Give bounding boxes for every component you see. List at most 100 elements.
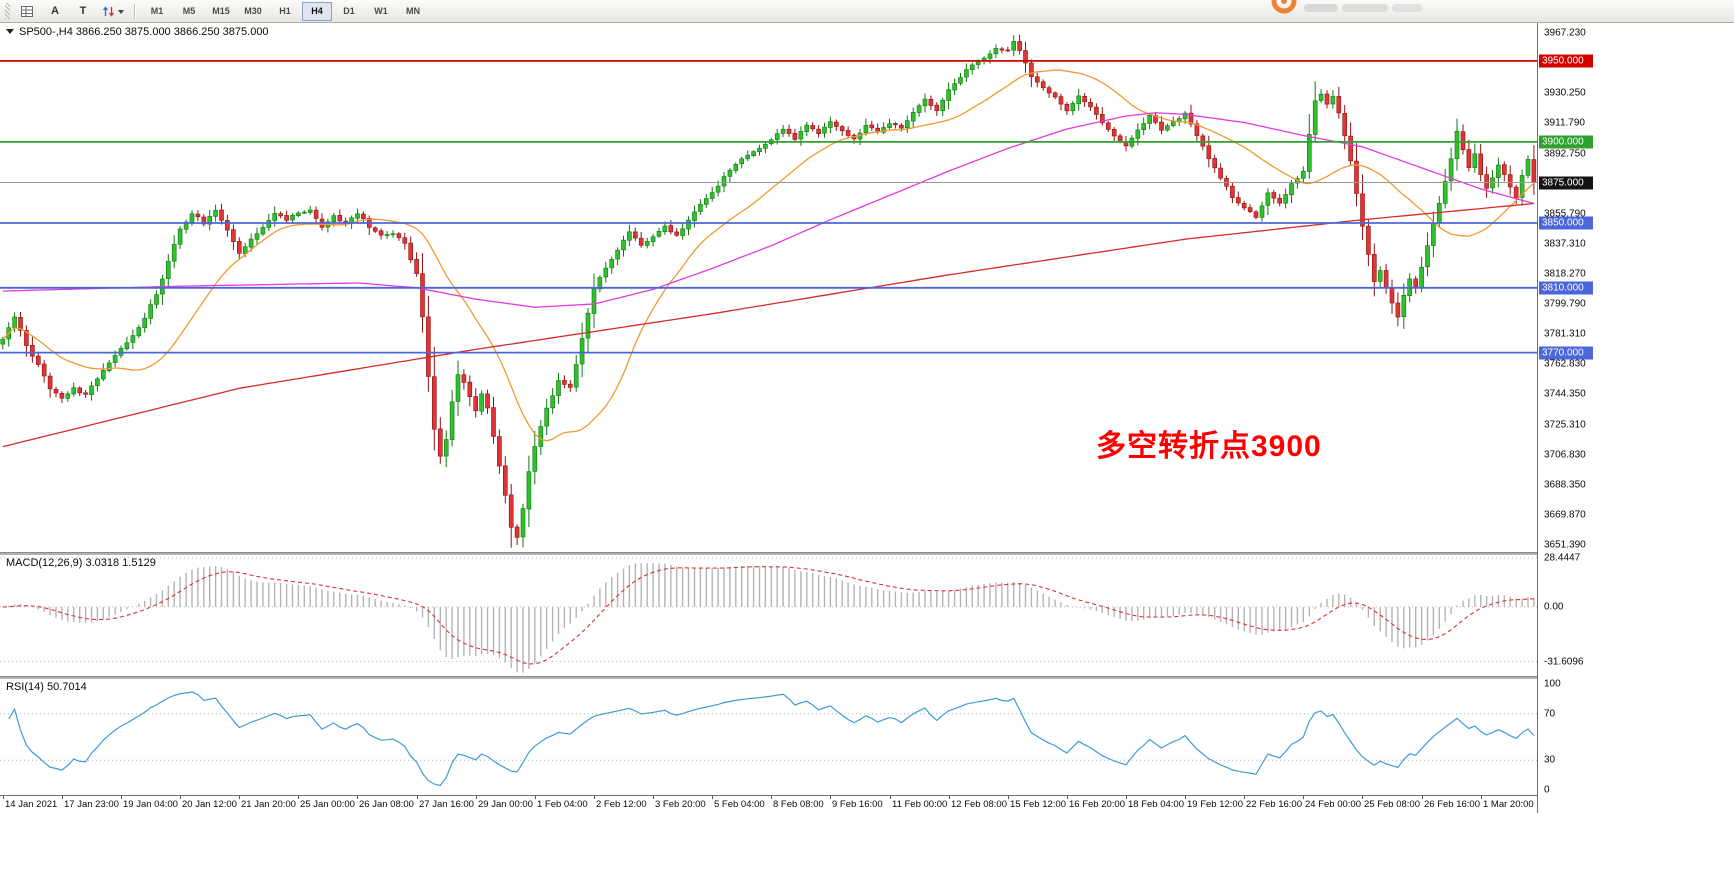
- chart-menu-triangle-icon[interactable]: [6, 29, 14, 38]
- price-tick: 3706.830: [1544, 449, 1586, 461]
- time-tick: [949, 796, 950, 799]
- chart-canvas[interactable]: [0, 22, 1537, 813]
- macd-label: MACD(12,26,9) 3.0318 1.5129: [6, 557, 156, 569]
- time-label: 1 Mar 20:00: [1483, 799, 1534, 810]
- price-badge-3850.000: 3850.000: [1539, 216, 1593, 230]
- price-scale[interactable]: 3967.230 3930.250 3911.790 3892.750 3855.790…: [1537, 22, 1597, 813]
- time-label: 8 Feb 08:00: [773, 799, 824, 810]
- price-badge-3950.000: 3950.000: [1539, 54, 1593, 68]
- chart-grid-icon-button[interactable]: [14, 1, 40, 21]
- time-tick: [1362, 796, 1363, 799]
- timeframe-button-m15[interactable]: M15: [212, 6, 230, 16]
- macd-axis-label: -31.6096: [1544, 656, 1584, 667]
- rsi-axis-label: 0: [1544, 784, 1550, 796]
- price-tick: 3837.310: [1544, 238, 1586, 249]
- price-tick: 3725.310: [1544, 419, 1586, 431]
- timeframe-button-m30[interactable]: M30: [244, 6, 262, 16]
- price-tick: 3669.870: [1544, 509, 1586, 521]
- time-label: 19 Feb 12:00: [1187, 799, 1243, 810]
- chart-annotation-text: 多空转折点3900: [1096, 430, 1322, 463]
- level-lines[interactable]: [0, 60, 1537, 354]
- time-label: 26 Feb 16:00: [1424, 799, 1480, 810]
- price-tick: 3762.830: [1544, 358, 1586, 370]
- time-label: 22 Feb 16:00: [1246, 799, 1302, 810]
- chart-area[interactable]: [0, 22, 1537, 813]
- time-label: 26 Jan 08:00: [359, 799, 414, 810]
- time-tick: [62, 796, 63, 799]
- time-tick: [1303, 796, 1304, 799]
- time-label: 18 Feb 04:00: [1128, 799, 1184, 810]
- time-label: 2 Feb 12:00: [596, 799, 647, 810]
- time-tick: [1422, 796, 1423, 799]
- time-label: 1 Feb 04:00: [537, 799, 588, 810]
- dropdown-caret-icon: [118, 9, 124, 17]
- time-label: 14 Jan 2021: [5, 799, 58, 810]
- macd-signal-line: [2, 566, 1534, 665]
- time-label: 17 Jan 23:00: [64, 799, 119, 810]
- time-tick: [712, 796, 713, 799]
- time-tick: [1126, 796, 1127, 799]
- ma-mid-line: [2, 112, 1535, 308]
- time-label: 19 Jan 04:00: [123, 799, 178, 810]
- time-tick: [1244, 796, 1245, 799]
- time-tick: [298, 796, 299, 799]
- price-tick: 3688.350: [1544, 479, 1586, 491]
- brand-logo-icon: [1271, 0, 1422, 14]
- time-tick: [357, 796, 358, 799]
- time-label: 9 Feb 16:00: [832, 799, 883, 810]
- price-tick: 3930.250: [1544, 87, 1586, 99]
- chart-symbol-label: SP500-,H4 3866.250 3875.000 3866.250 387…: [5, 26, 269, 38]
- cursor-a-button[interactable]: A: [51, 5, 59, 17]
- panel-separator[interactable]: [0, 676, 1596, 679]
- time-tick: [830, 796, 831, 799]
- time-tick: [417, 796, 418, 799]
- time-label: 21 Jan 20:00: [241, 799, 296, 810]
- rsi-axis-label: 100: [1544, 678, 1561, 690]
- rsi-line: [8, 691, 1535, 787]
- time-label: 16 Feb 20:00: [1069, 799, 1125, 810]
- price-tick: 3651.390: [1544, 539, 1586, 551]
- toolbar-separator: [134, 3, 136, 19]
- current-price-badge: 3875.000: [1539, 176, 1593, 189]
- time-tick: [180, 796, 181, 799]
- time-tick: [476, 796, 477, 799]
- timeframe-button-h1[interactable]: H1: [279, 6, 291, 16]
- macd-panel-layer: [0, 557, 1537, 673]
- timeframe-button-w1[interactable]: W1: [374, 6, 388, 16]
- time-label: 25 Jan 00:00: [300, 799, 355, 810]
- time-label: 24 Feb 00:00: [1305, 799, 1361, 810]
- time-tick: [3, 796, 4, 799]
- price-badge-3810.000: 3810.000: [1539, 281, 1593, 295]
- time-label: 3 Feb 20:00: [655, 799, 706, 810]
- toolbar: A T M1 M5 M15 M30 H1 H4 D1 W1 MN: [0, 0, 1734, 23]
- panel-separator[interactable]: [0, 552, 1596, 555]
- timeframe-button-d1[interactable]: D1: [343, 6, 355, 16]
- timeframe-button-m5[interactable]: M5: [182, 6, 196, 16]
- macd-axis-label: 28.4447: [1544, 552, 1581, 564]
- timeframe-button-h4[interactable]: H4: [302, 1, 332, 21]
- time-axis[interactable]: 14 Jan 2021 17 Jan 23:00 19 Jan 04:00 20 Ja…: [0, 796, 1537, 813]
- toolbar-grip[interactable]: [5, 3, 10, 19]
- time-label: 15 Feb 12:00: [1010, 799, 1066, 810]
- time-label: 5 Feb 04:00: [714, 799, 765, 810]
- rsi-panel-layer: [0, 691, 1537, 787]
- price-tick: 3911.790: [1544, 117, 1585, 129]
- price-tick: 3799.790: [1544, 298, 1586, 310]
- macd-axis-label: 0.00: [1544, 601, 1564, 613]
- price-badge-3770.000: 3770.000: [1539, 346, 1593, 360]
- chart-grid-icon: [21, 5, 33, 17]
- text-t-button[interactable]: T: [79, 5, 87, 17]
- price-tick: 3855.790: [1544, 208, 1586, 220]
- time-tick: [890, 796, 891, 799]
- arrows-dropdown-button[interactable]: [98, 1, 128, 21]
- time-tick: [535, 796, 536, 799]
- time-tick: [1008, 796, 1009, 799]
- time-label: 12 Feb 08:00: [951, 799, 1007, 810]
- time-tick: [239, 796, 240, 799]
- price-tick: 3967.230: [1544, 27, 1586, 39]
- time-label: 27 Jan 16:00: [419, 799, 474, 810]
- ma-slow-line: [2, 202, 1534, 448]
- timeframe-button-m1[interactable]: M1: [150, 6, 164, 16]
- timeframe-button-mn[interactable]: MN: [406, 6, 420, 16]
